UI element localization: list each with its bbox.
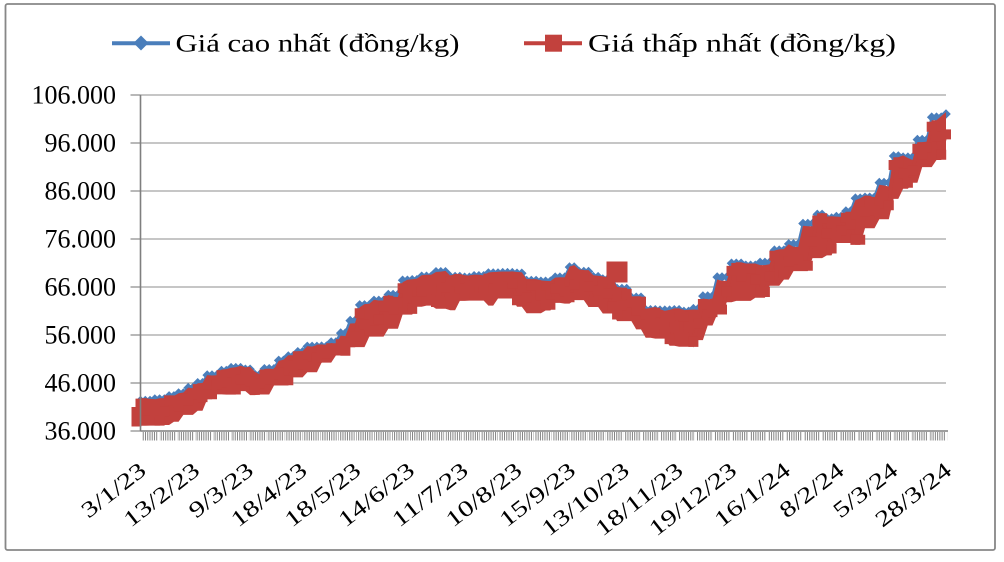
svg-text:36.000: 36.000 xyxy=(45,417,117,446)
svg-text:106.000: 106.000 xyxy=(32,81,117,110)
svg-text:66.000: 66.000 xyxy=(45,273,117,302)
svg-text:Giá thấp nhất (đồng/kg): Giá thấp nhất (đồng/kg) xyxy=(588,31,896,58)
svg-text:46.000: 46.000 xyxy=(45,369,117,398)
svg-text:Giá cao nhất (đồng/kg): Giá cao nhất (đồng/kg) xyxy=(176,31,460,58)
svg-text:96.000: 96.000 xyxy=(45,129,117,158)
svg-text:76.000: 76.000 xyxy=(45,225,117,254)
svg-text:56.000: 56.000 xyxy=(45,321,117,350)
svg-text:86.000: 86.000 xyxy=(45,177,117,206)
